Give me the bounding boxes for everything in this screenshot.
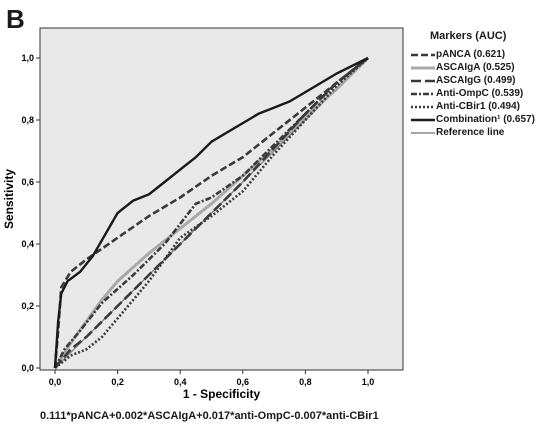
y-tick-label: 0,0 (21, 363, 34, 373)
legend-label: ASCAIgA (0.525) (436, 62, 515, 73)
legend-label: Reference line (436, 127, 505, 138)
series-line-panca (53, 56, 369, 369)
legend-swatch (411, 92, 435, 95)
legend-item: Combination¹ (0.657) (410, 113, 535, 126)
legend-swatch (411, 118, 435, 121)
y-axis-label: Sensitivity (2, 169, 16, 229)
series-line-anti-ompc (53, 56, 369, 369)
x-tick-label: 1,0 (362, 377, 375, 387)
x-tick-label: 0,0 (49, 377, 62, 387)
axes: 0,0 0,2 0,4 0,6 0,8 1,0 0,0 0,2 0,4 0,6 0,8 1,0 (21, 53, 374, 387)
x-tick-label: 0,8 (299, 377, 312, 387)
legend-item: Anti-OmpC (0.539) (410, 87, 535, 100)
legend-label: Anti-CBir1 (0.494) (436, 101, 520, 112)
y-tick-label: 1,0 (21, 53, 34, 63)
legend-item: Anti-CBir1 (0.494) (410, 100, 535, 113)
x-axis-label: 1 - Specificity (183, 387, 261, 401)
y-tick-label: 0,8 (21, 115, 34, 125)
legend-swatch (411, 105, 435, 108)
legend-swatch (411, 79, 435, 82)
series-line-combination (53, 56, 369, 369)
legend-item: ASCAIgG (0.499) (410, 74, 535, 87)
combination-footnote: 0.111*pANCA+0.002*ASCAIgA+0.017*anti-Omp… (40, 410, 379, 422)
legend-item: Reference line (410, 126, 535, 139)
y-tick-label: 0,4 (21, 239, 34, 249)
legend-title: Markers (AUC) (430, 30, 507, 42)
series-line-anti-cbir1 (54, 57, 369, 370)
legend-swatch (411, 131, 435, 134)
legend: pANCA (0.621) ASCAIgA (0.525) ASCAIgG (0.4… (410, 48, 535, 139)
legend-label: Anti-OmpC (0.539) (436, 88, 524, 99)
legend-swatch (411, 53, 435, 56)
legend-item: ASCAIgA (0.525) (410, 61, 535, 74)
legend-swatch (411, 66, 435, 69)
legend-label: ASCAIgG (0.499) (436, 75, 516, 86)
x-tick-label: 0,2 (111, 377, 124, 387)
x-tick-label: 0,6 (237, 377, 250, 387)
legend-label: Combination¹ (0.657) (436, 114, 535, 125)
y-tick-label: 0,6 (21, 177, 34, 187)
y-tick-label: 0,2 (21, 301, 34, 311)
series-lines (53, 56, 370, 370)
panel-label: B (6, 4, 25, 34)
legend-label: pANCA (0.621) (436, 49, 506, 60)
legend-item: pANCA (0.621) (410, 48, 535, 61)
x-tick-label: 0,4 (174, 377, 187, 387)
